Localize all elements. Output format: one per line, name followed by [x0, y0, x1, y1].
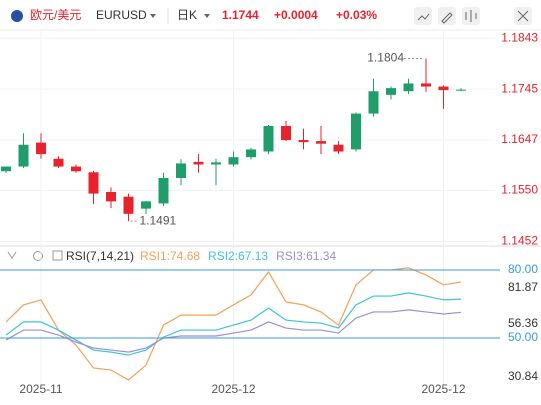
y-tick-label: 1.1843 [501, 30, 538, 44]
legend-entry: RSI2:67.13 [208, 249, 268, 263]
candle-body [368, 91, 379, 114]
rsi-line [5, 292, 462, 356]
y-tick-label: 1.1647 [501, 132, 538, 146]
level-label-bg [500, 263, 541, 276]
candle-body [228, 157, 239, 165]
candle-body [211, 162, 221, 165]
tool-icon [441, 12, 453, 24]
legend-entry: RSI1:74.68 [140, 249, 200, 263]
add-icon[interactable] [52, 250, 63, 261]
dropdown-arrow[interactable] [204, 14, 210, 18]
candle-body [71, 166, 81, 172]
price: 1.1744 [222, 8, 259, 22]
candle-body [403, 83, 414, 92]
candle-body [106, 192, 116, 202]
candle-body [193, 161, 204, 165]
rsi-line [5, 309, 462, 353]
candle-body [298, 140, 309, 143]
tool-icon [517, 10, 529, 22]
candle-body [438, 86, 449, 91]
tool-button[interactable] [414, 7, 432, 25]
candle-body [36, 142, 46, 155]
candle-body [141, 201, 151, 209]
tool-icon [465, 10, 477, 22]
symbol-code: EURUSD [96, 8, 147, 22]
candle-body [386, 88, 396, 95]
period[interactable]: 日K [177, 8, 197, 22]
y-tick-label: 1.1745 [501, 81, 538, 95]
x-tick-label: 2025-12 [211, 382, 255, 396]
candle-body [1, 166, 11, 172]
annotation: 1.1491 [140, 213, 177, 227]
candle-body [421, 83, 431, 87]
candle-body [176, 163, 186, 178]
candle-body [53, 158, 64, 167]
collapse-icon[interactable] [7, 251, 17, 259]
level-label: 50.00 [508, 330, 538, 344]
dropdown-arrow[interactable] [150, 14, 156, 18]
candle-body [18, 144, 29, 167]
y-tick-label: 30.84 [508, 369, 538, 383]
change: +0.0004 [274, 8, 318, 22]
y-tick-label: 81.87 [508, 280, 538, 294]
candle-body [281, 126, 291, 141]
x-tick-label: 2025-11 [19, 382, 62, 396]
candle-body [123, 196, 134, 214]
level-label-bg [500, 332, 541, 345]
rsi-title: RSI(7,14,21) [66, 249, 134, 263]
candle-body [333, 144, 344, 152]
change-pct: +0.03% [336, 8, 377, 22]
toolbar [414, 0, 532, 25]
y-tick-label: 1.1550 [501, 183, 538, 197]
candle-body [263, 126, 274, 152]
candle-body [246, 149, 256, 158]
x-tick-label: 2025-12 [421, 382, 465, 396]
candle-body [316, 141, 326, 144]
annotation: 1.1804 [367, 51, 404, 65]
legend-entry: RSI3:61.34 [276, 249, 336, 263]
y-tick-label: 1.1452 [501, 234, 538, 248]
candle-body [351, 113, 361, 150]
candle-body [88, 172, 99, 194]
level-label: 80.00 [508, 262, 538, 276]
y-tick-label: 56.36 [508, 316, 538, 330]
candle-body [158, 177, 169, 204]
flag-icon [11, 10, 23, 22]
candle-body [456, 89, 466, 91]
symbol-name: 欧元/美元 [30, 8, 81, 22]
settings-icon[interactable] [33, 251, 43, 261]
